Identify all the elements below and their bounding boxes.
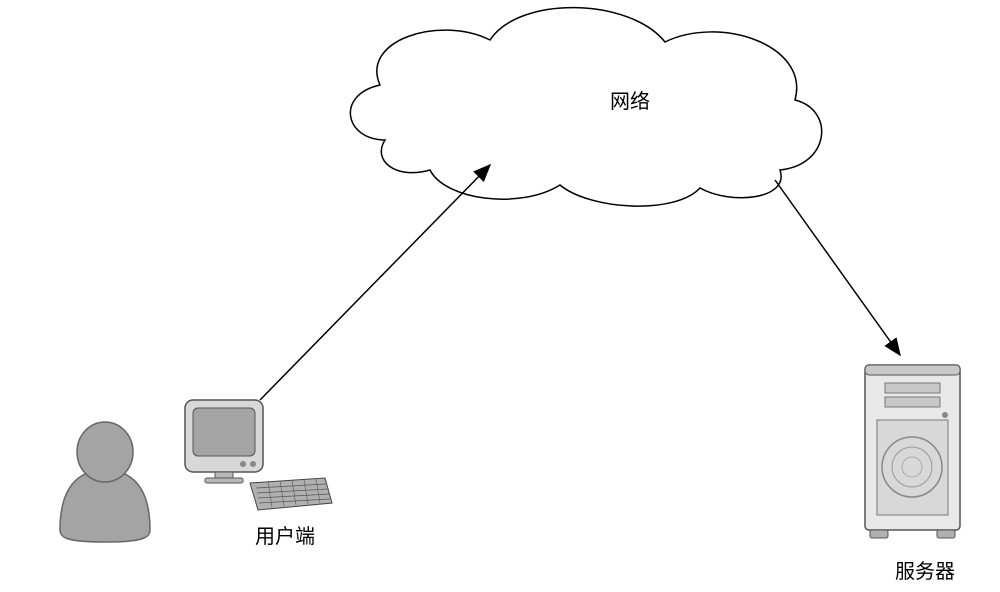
server-label: 服务器 [895,555,955,584]
keyboard-icon [250,478,332,510]
monitor-icon [185,400,263,483]
edge-cloud-to-server [775,180,900,355]
cloud-node [350,8,821,207]
server-icon [865,365,960,538]
user-icon [60,422,150,542]
diagram-svg [0,0,1000,592]
network-label: 网络 [610,85,650,114]
network-diagram: 网络 用户端 服务器 [0,0,1000,592]
client-label: 用户端 [255,520,315,549]
edge-client-to-cloud [260,165,490,400]
